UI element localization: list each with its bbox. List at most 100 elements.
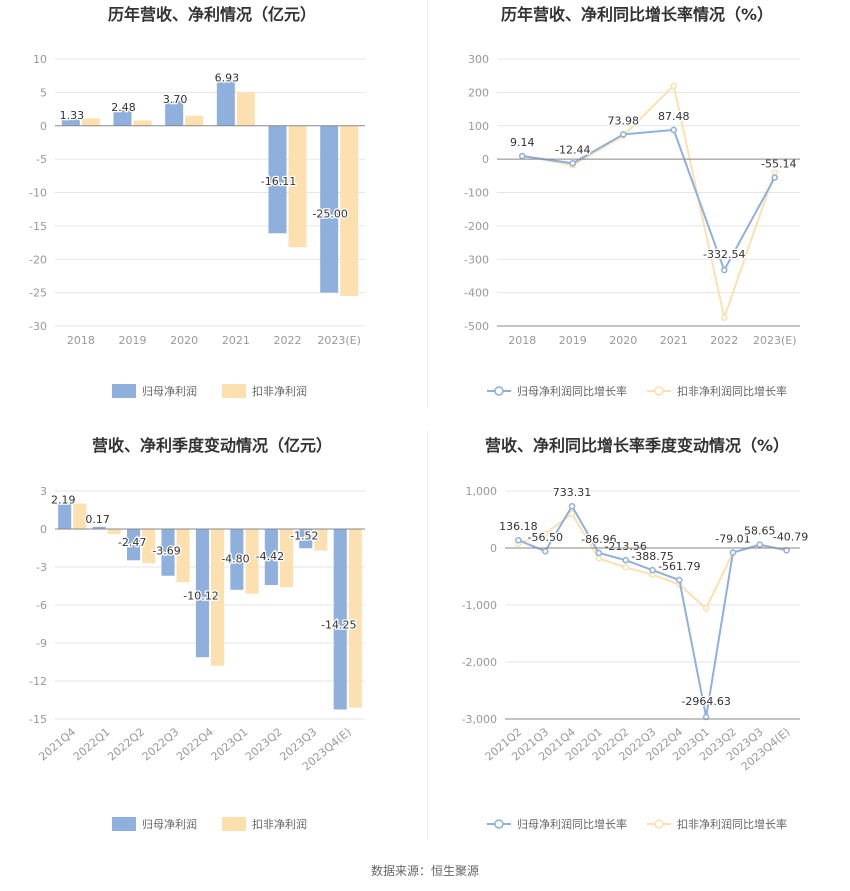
data-label: 0.17: [85, 513, 110, 526]
x-tick-label: 2022Q1: [71, 725, 113, 763]
annual-profit-bar-a[interactable]: [165, 101, 184, 126]
y-tick-label: -100: [464, 187, 489, 200]
x-tick-label: 2019: [119, 334, 147, 347]
data-point[interactable]: [595, 555, 603, 562]
y-tick-label: -2,000: [462, 656, 497, 669]
data-point[interactable]: [595, 549, 603, 557]
data-label: -14.25: [321, 618, 356, 631]
legend-item[interactable]: 扣非净利润同比增长率: [647, 384, 787, 398]
annual-profit-bar-a[interactable]: [113, 109, 132, 126]
annual-profit-bar-b[interactable]: [236, 92, 255, 126]
annual-growth-chart: 历年营收、净利同比增长率情况（%） 300 200 100 0 -100 -200 -300 -…: [464, 5, 800, 398]
quarterly-profit-bar-a[interactable]: [161, 529, 175, 576]
quarterly-profit-bar-a[interactable]: [58, 501, 72, 529]
data-point[interactable]: [676, 576, 683, 584]
data-point[interactable]: [756, 541, 764, 548]
data-point[interactable]: [622, 556, 629, 564]
quarterly-profit-bar-a[interactable]: [264, 529, 278, 585]
annual-profit-bar-b[interactable]: [81, 118, 100, 126]
quarterly-profit-bar-b[interactable]: [107, 529, 121, 535]
legend-item[interactable]: 扣非净利润: [222, 384, 307, 398]
x-tick-label: 2020: [609, 334, 637, 347]
data-point[interactable]: [622, 564, 629, 571]
legend-item[interactable]: 归母净利润同比增长率: [487, 817, 627, 831]
x-tick-label: 2020: [170, 334, 198, 347]
y-tick-label: -500: [464, 320, 489, 333]
data-point[interactable]: [729, 549, 737, 556]
x-tick-label: 2018: [508, 334, 536, 347]
x-tick-label: 2019: [559, 334, 587, 347]
annual-profit-bar-a[interactable]: [320, 125, 339, 293]
quarterly-profit-bar-a[interactable]: [92, 526, 106, 529]
legend-item[interactable]: 扣非净利润: [222, 817, 307, 831]
quarterly-profit-bar-b[interactable]: [314, 529, 328, 551]
quarterly-profit-bar-a[interactable]: [299, 529, 313, 549]
y-tick-label: 1,000: [466, 485, 498, 498]
annual-profit-bar-a[interactable]: [216, 79, 235, 126]
data-point[interactable]: [569, 160, 576, 167]
annual-profit-bar-a[interactable]: [61, 116, 80, 126]
legend-item[interactable]: 归母净利润: [112, 817, 197, 831]
data-label: -2.47: [118, 536, 146, 549]
data-point[interactable]: [568, 510, 576, 518]
data-point[interactable]: [771, 174, 778, 181]
quarterly-profit-bar-a[interactable]: [333, 529, 347, 710]
data-point[interactable]: [649, 566, 656, 574]
data-point[interactable]: [515, 536, 522, 544]
quarterly-profit-bar-b[interactable]: [348, 529, 362, 708]
quarterly-growth-chart: 营收、净利同比增长率季度变动情况（%） 1,000 0 -1,000 -2,000 -3,…: [462, 436, 810, 831]
legend-item[interactable]: 归母净利润同比增长率: [487, 384, 627, 398]
data-point[interactable]: [620, 131, 627, 138]
data-point[interactable]: [541, 547, 549, 555]
annual-growth-title: 历年营收、净利同比增长率情况（%）: [501, 5, 773, 24]
quarterly-profit-bar-a[interactable]: [230, 529, 244, 590]
quarterly-profit-bar-a[interactable]: [127, 529, 141, 561]
annual-profit-bar-b[interactable]: [288, 125, 307, 248]
data-label: 2.19: [51, 493, 76, 506]
y-tick-label: -20: [29, 253, 47, 266]
quarterly-profit-bar-b[interactable]: [279, 529, 293, 588]
quarterly-profit-bar-a[interactable]: [195, 529, 209, 658]
x-tick-label: 2021: [222, 334, 250, 347]
legend-item[interactable]: 归母净利润: [112, 384, 197, 398]
data-label: 1.33: [60, 109, 85, 122]
annual-profit-bar-a[interactable]: [268, 125, 287, 234]
legend-label: 归母净利润同比增长率: [517, 817, 627, 831]
quarterly-profit-bar-b[interactable]: [176, 529, 190, 583]
data-label: -16.11: [261, 175, 296, 188]
data-label: 9.14: [510, 136, 535, 149]
data-label: -56.50: [527, 531, 562, 544]
quarterly-growth-title: 营收、净利同比增长率季度变动情况（%）: [485, 436, 789, 455]
quarterly-profit-bar-b[interactable]: [245, 529, 259, 594]
data-point[interactable]: [568, 502, 576, 510]
legend-label: 归母净利润: [142, 817, 197, 831]
annual-profit-bar-b[interactable]: [185, 115, 204, 126]
legend-label: 扣非净利润同比增长率: [677, 384, 787, 398]
data-point[interactable]: [721, 266, 728, 274]
data-point[interactable]: [702, 605, 710, 612]
data-point[interactable]: [771, 169, 778, 176]
quarterly-profit-bar-b[interactable]: [73, 503, 87, 529]
data-point[interactable]: [541, 530, 549, 537]
data-point[interactable]: [670, 82, 677, 89]
annual-profit-bar-b[interactable]: [340, 125, 359, 296]
data-label: -55.14: [761, 158, 796, 171]
quarterly-profit-bar-b[interactable]: [211, 529, 225, 666]
x-tick-label: 2018: [67, 334, 95, 347]
x-tick-label: 2022Q2: [105, 725, 147, 763]
annual-profit-bar-b[interactable]: [133, 120, 152, 126]
x-tick-label: 2023Q2: [243, 725, 285, 763]
data-label: -213.56: [604, 540, 646, 553]
data-label: -2964.63: [681, 695, 730, 708]
data-point[interactable]: [783, 547, 790, 554]
y-tick-label: 100: [468, 120, 489, 133]
data-point[interactable]: [519, 152, 526, 160]
data-point[interactable]: [721, 314, 728, 321]
annual-profit-chart: 历年营收、净利情况（亿元） 10 5 0 -5 -10 -15 -20 -25 -30 2018 20…: [29, 5, 365, 398]
y-tick-label: -12: [29, 675, 47, 688]
quarterly-profit-bar-b[interactable]: [142, 529, 156, 564]
data-label: -86.96: [581, 533, 616, 546]
data-point[interactable]: [670, 126, 677, 134]
legend-item[interactable]: 扣非净利润同比增长率: [647, 817, 787, 831]
